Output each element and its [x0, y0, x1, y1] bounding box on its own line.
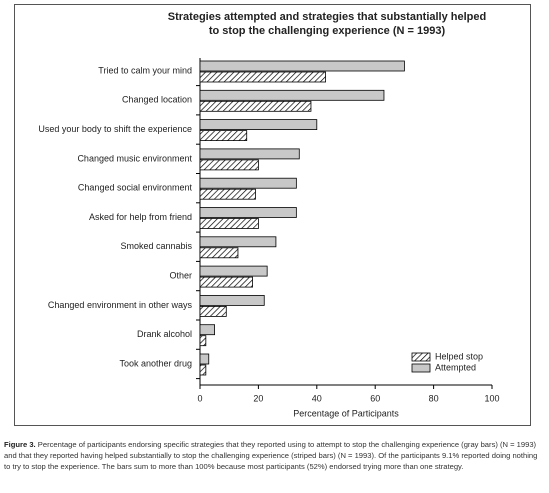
x-tick-label: 40	[312, 393, 322, 403]
chart: Strategies attempted and strategies that…	[14, 4, 531, 426]
bar	[199, 353, 210, 365]
y-tick-label: Took another drug	[119, 358, 192, 368]
y-tick-label: Used your body to shift the experience	[38, 124, 192, 134]
legend-label: Attempted	[435, 362, 476, 372]
chart-title: Strategies attempted and strategies that…	[168, 11, 486, 23]
y-tick-label: Drank alcohol	[137, 329, 192, 339]
bar	[199, 276, 253, 288]
bar	[199, 294, 265, 306]
caption-label: Figure 3.	[4, 440, 36, 449]
y-tick-label: Changed music environment	[77, 153, 192, 163]
bar	[199, 71, 326, 83]
x-axis-label: Percentage of Participants	[293, 408, 399, 418]
bar	[199, 247, 239, 259]
chart-title: to stop the challenging experience (N = …	[209, 25, 446, 37]
y-tick-label: Changed environment in other ways	[48, 300, 193, 310]
bar	[199, 218, 259, 229]
bar	[199, 265, 268, 277]
y-tick-label: Tried to calm your mind	[98, 65, 192, 75]
x-tick-label: 0	[197, 393, 202, 403]
bar	[199, 89, 385, 101]
bar	[199, 119, 318, 130]
bar	[199, 207, 297, 218]
bar	[199, 364, 207, 376]
legend-swatch	[411, 352, 431, 362]
bar	[199, 236, 277, 248]
bar	[199, 324, 215, 336]
legend-swatch	[411, 363, 431, 373]
y-tick-label: Asked for help from friend	[89, 212, 192, 222]
bar	[199, 148, 300, 160]
x-tick-label: 80	[429, 393, 439, 403]
y-tick-label: Smoked cannabis	[120, 241, 192, 251]
y-tick-label: Changed social environment	[78, 183, 193, 193]
caption-text: Percentage of participants endorsing spe…	[4, 440, 538, 471]
bar	[199, 100, 312, 112]
y-tick-label: Changed location	[122, 95, 192, 105]
bar	[199, 177, 297, 189]
bar	[199, 60, 405, 72]
bar	[199, 335, 207, 347]
frame	[14, 4, 531, 426]
bar	[199, 188, 256, 200]
x-tick-label: 20	[253, 393, 263, 403]
bar	[199, 159, 259, 171]
x-tick-label: 100	[484, 393, 499, 403]
bar	[199, 130, 248, 142]
legend-label: Helped stop	[435, 351, 483, 361]
caption: Figure 3. Percentage of participants end…	[4, 439, 544, 472]
bar	[199, 305, 227, 317]
y-tick-label: Other	[169, 270, 192, 280]
x-tick-label: 60	[370, 393, 380, 403]
